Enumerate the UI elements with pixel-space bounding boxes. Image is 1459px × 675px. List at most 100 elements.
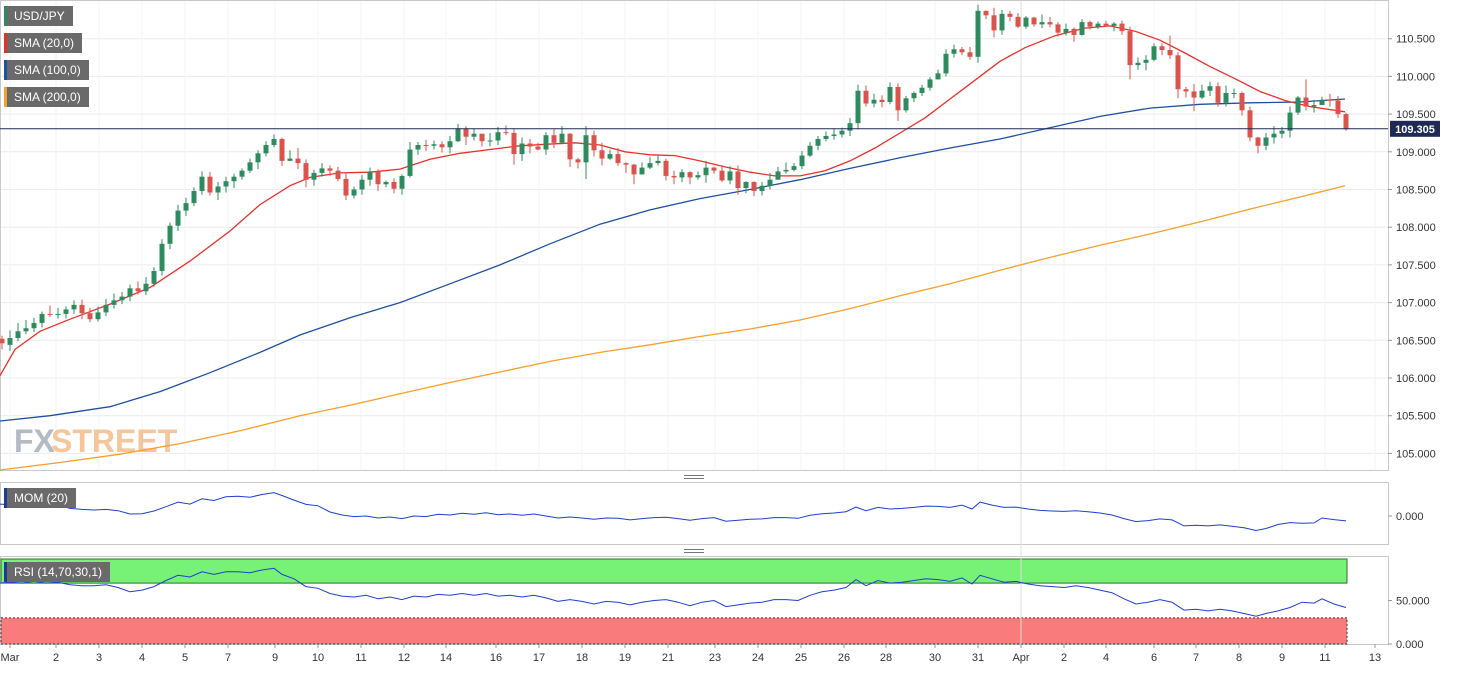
x-tick-label: 5 <box>182 652 188 664</box>
mom-swatch <box>4 488 7 508</box>
rsi-panel: 0.000 50.000 <box>0 567 1430 651</box>
candle-up <box>399 174 405 195</box>
candle-body <box>15 331 21 339</box>
candle-body <box>631 164 637 175</box>
candle-body <box>1063 28 1069 33</box>
candle-up <box>103 298 109 317</box>
watermark-street: STREET <box>51 423 178 459</box>
candle-up <box>639 162 645 175</box>
candle-body <box>1287 112 1293 131</box>
mom-indicator-tag[interactable]: MOM (20) <box>4 488 76 508</box>
current-price-tag <box>1390 120 1440 137</box>
candle-up <box>1151 43 1157 62</box>
candle-up <box>759 181 765 196</box>
candle-body <box>1327 99 1333 101</box>
candle-up <box>679 169 685 182</box>
candle-up <box>903 96 909 113</box>
candle-body <box>423 145 429 147</box>
rsi-y-tick-label: 50.000 <box>1396 596 1430 608</box>
x-tick-label: 4 <box>139 652 145 664</box>
candle-body <box>519 143 525 155</box>
candle-body <box>575 159 581 163</box>
legend-sma-100[interactable]: SMA (100,0) <box>4 60 89 80</box>
y-tick-label: 105.000 <box>1396 448 1436 460</box>
symbol-swatch <box>4 6 7 26</box>
candle-body <box>375 171 381 185</box>
candle-up <box>519 137 525 161</box>
candle-down <box>663 158 669 181</box>
candle-body <box>567 133 573 160</box>
candle-body <box>79 304 85 314</box>
x-axis: Mar 2 3 4 5 7 9 10 11 12 14 16 17 18 19 21 23 24 25 26 28 30 3… <box>1 644 1381 664</box>
candle-up <box>1287 106 1293 138</box>
candle-up <box>447 135 453 154</box>
legend-sma-200[interactable]: SMA (200,0) <box>4 87 89 107</box>
candle-body <box>215 186 221 193</box>
candle-down <box>711 166 717 174</box>
candle-body <box>639 167 645 175</box>
legend-sma-20[interactable]: SMA (20,0) <box>4 33 83 53</box>
candle-up <box>655 154 661 166</box>
candle-body <box>167 225 173 244</box>
candle-down <box>735 165 741 195</box>
x-tick-label: 30 <box>929 652 941 664</box>
candle-down <box>335 166 341 182</box>
candle-body <box>879 99 885 103</box>
candle-up <box>111 293 117 309</box>
candle-body <box>1183 89 1189 92</box>
candle-body <box>983 10 989 16</box>
candle-down <box>511 128 517 165</box>
candle-body <box>503 132 509 134</box>
candle-body <box>679 172 685 178</box>
candle-body <box>55 313 61 315</box>
candle-up <box>583 126 589 179</box>
candle-body <box>39 313 45 323</box>
x-tick-label: Mar <box>1 652 20 664</box>
grid-main <box>1 1 1388 644</box>
candle-body <box>623 163 629 165</box>
candle-down <box>551 129 557 149</box>
candle-up <box>1111 22 1117 32</box>
candle-up <box>431 140 437 150</box>
candle-body <box>1055 24 1061 33</box>
sma-20-label: SMA (20,0) <box>14 36 75 50</box>
candle-body <box>199 176 205 192</box>
panel-resize-handle[interactable] <box>684 475 704 479</box>
candle-body <box>511 132 517 155</box>
candle-body <box>143 283 149 292</box>
candle-body <box>711 167 717 171</box>
candle-down <box>135 281 141 295</box>
candle-down <box>1127 26 1133 80</box>
candle-up <box>703 160 709 183</box>
mom-panel: 0.000 <box>0 492 1424 532</box>
candle-body <box>495 132 501 141</box>
candle-up <box>319 163 325 177</box>
candle-body <box>663 160 669 176</box>
rsi-indicator-tag[interactable]: RSI (14,70,30,1) <box>4 562 111 582</box>
candle-down <box>1071 27 1077 42</box>
candle-body <box>591 135 597 151</box>
candle-up <box>1079 19 1085 36</box>
candle-body <box>607 154 613 159</box>
candle-body <box>487 140 493 142</box>
x-tick-label: 16 <box>490 652 502 664</box>
rsi-overbought-zone <box>0 558 1348 584</box>
candle-body <box>439 144 445 148</box>
candle-down <box>599 142 605 166</box>
candle-body <box>239 170 245 177</box>
x-tick-label: 11 <box>1319 652 1330 664</box>
candle-down <box>967 46 973 60</box>
candle-body <box>943 53 949 74</box>
candle-body <box>655 160 661 164</box>
panel-resize-handle[interactable] <box>684 549 704 553</box>
candle-body <box>1247 110 1253 138</box>
legend-symbol[interactable]: USD/JPY <box>4 6 73 26</box>
candle-body <box>367 171 373 180</box>
candle-up <box>167 222 173 250</box>
candle-up <box>1143 55 1149 71</box>
candle-body <box>87 313 93 320</box>
candle-down <box>687 171 693 185</box>
candle-up <box>855 84 861 130</box>
candle-body <box>231 176 237 182</box>
y-tick-label: 110.500 <box>1396 34 1435 46</box>
